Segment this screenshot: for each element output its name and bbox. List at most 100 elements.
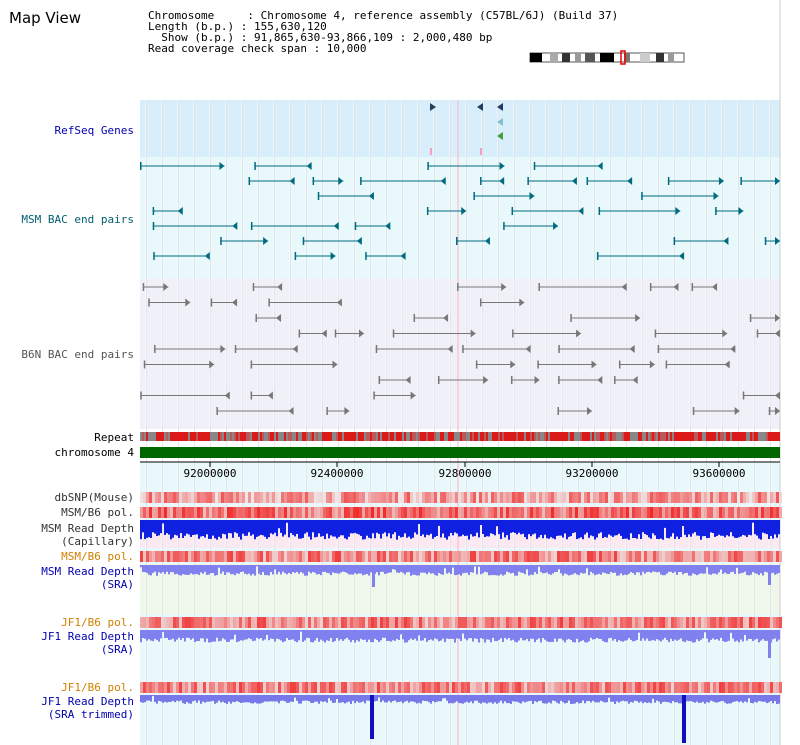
polymorphism-cell [665, 507, 668, 518]
polymorphism-cell [161, 682, 164, 693]
polymorphism-cell [170, 492, 173, 503]
polymorphism-cell [485, 507, 488, 518]
repeat-block [248, 432, 250, 441]
polymorphism-cell [194, 507, 197, 518]
read-depth-bar [434, 695, 436, 703]
polymorphism-cell [197, 551, 200, 562]
read-depth-bar [460, 695, 462, 704]
b6n-bac-arrow [232, 298, 238, 307]
label-line: (SRA trimmed) [47, 708, 134, 721]
b6n-bac-arrow [336, 298, 342, 307]
polymorphism-cell [539, 507, 542, 518]
polymorphism-cell [644, 682, 647, 693]
read-depth-bar [758, 520, 760, 539]
read-depth-bar [530, 695, 532, 701]
repeat-block [568, 432, 570, 441]
polymorphism-cell [713, 492, 716, 503]
repeat-block [674, 432, 676, 441]
polymorphism-cell [209, 507, 212, 518]
polymorphism-cell [206, 551, 209, 562]
read-depth-bar [628, 520, 630, 540]
read-depth-bar [338, 630, 340, 641]
polymorphism-cell [272, 617, 275, 628]
read-depth-bar [714, 630, 716, 640]
read-depth-bar [574, 695, 576, 704]
polymorphism-cell [245, 617, 248, 628]
read-depth-bar [566, 520, 568, 540]
repeat-block [398, 432, 400, 441]
polymorphism-cell [626, 551, 629, 562]
read-depth-bar [442, 630, 444, 639]
read-depth-bar [416, 565, 418, 576]
polymorphism-cell [422, 507, 425, 518]
read-depth-bar [518, 565, 520, 572]
repeat-block [746, 432, 748, 441]
polymorphism-cell [689, 507, 692, 518]
polymorphism-cell [677, 492, 680, 503]
read-depth-bar [484, 565, 486, 572]
msm-bac-arrow [232, 222, 238, 230]
msm-bac-arrow [775, 237, 780, 245]
polymorphism-cell [221, 551, 224, 562]
repeat-block [772, 432, 774, 441]
b6n-bac-end [140, 391, 142, 400]
read-depth-bar [512, 520, 514, 533]
read-depth-bar [338, 565, 340, 574]
label-line: MSM Read Depth [41, 522, 134, 535]
read-depth-bar [334, 695, 336, 703]
read-depth-bar [172, 520, 174, 538]
polymorphism-cell [701, 617, 704, 628]
read-depth-bar [652, 520, 654, 534]
polymorphism-cell [743, 507, 746, 518]
repeat-block [614, 432, 616, 441]
b6n-bac-arrow [267, 391, 273, 400]
read-depth-bar [720, 630, 722, 638]
read-depth-bar [754, 695, 756, 702]
track-label-msm-pol-2: MSM/B6 pol. [61, 550, 134, 563]
read-depth-bar [650, 695, 652, 704]
polymorphism-cell [437, 507, 440, 518]
read-depth-bar [538, 520, 540, 538]
polymorphism-cell [398, 507, 401, 518]
b6n-bac-end [255, 314, 257, 322]
polymorphism-cell [194, 492, 197, 503]
read-depth-bar [698, 630, 700, 642]
read-depth-bar [414, 565, 416, 575]
repeat-block [538, 432, 540, 441]
read-depth-bar [422, 695, 424, 701]
track-label-refseq[interactable]: RefSeq Genes [54, 124, 134, 137]
polymorphism-cell [707, 551, 710, 562]
repeat-block [606, 432, 608, 441]
read-depth-bar [660, 520, 662, 539]
polymorphism-cell [542, 551, 545, 562]
read-depth-bar [230, 565, 232, 575]
read-depth-bar [194, 565, 196, 575]
read-depth-bar [292, 630, 294, 640]
read-depth-bar [342, 695, 344, 703]
read-depth-bar [510, 695, 512, 704]
polymorphism-cell [638, 682, 641, 693]
polymorphism-cell [164, 617, 167, 628]
polymorphism-cell [641, 551, 644, 562]
read-depth-bar [724, 565, 726, 573]
polymorphism-cell [512, 492, 515, 503]
read-depth-bar [614, 565, 616, 573]
read-depth-bar [440, 695, 442, 702]
polymorphism-cell [671, 551, 674, 562]
track-label-b6n-bac[interactable]: B6N BAC end pairs [21, 348, 134, 361]
polymorphism-cell [698, 682, 701, 693]
repeat-block [218, 432, 220, 441]
polymorphism-cell [335, 507, 338, 518]
polymorphism-cell [404, 507, 407, 518]
read-depth-bar [448, 630, 450, 640]
polymorphism-cell [158, 682, 161, 693]
read-depth-bar [434, 520, 436, 537]
polymorphism-cell [536, 492, 539, 503]
read-depth-bar [258, 565, 260, 574]
read-depth-bar [498, 695, 500, 703]
polymorphism-cell [575, 507, 578, 518]
polymorphism-cell [665, 682, 668, 693]
repeat-block [352, 432, 354, 441]
track-label-msm-bac[interactable]: MSM BAC end pairs [21, 213, 134, 226]
